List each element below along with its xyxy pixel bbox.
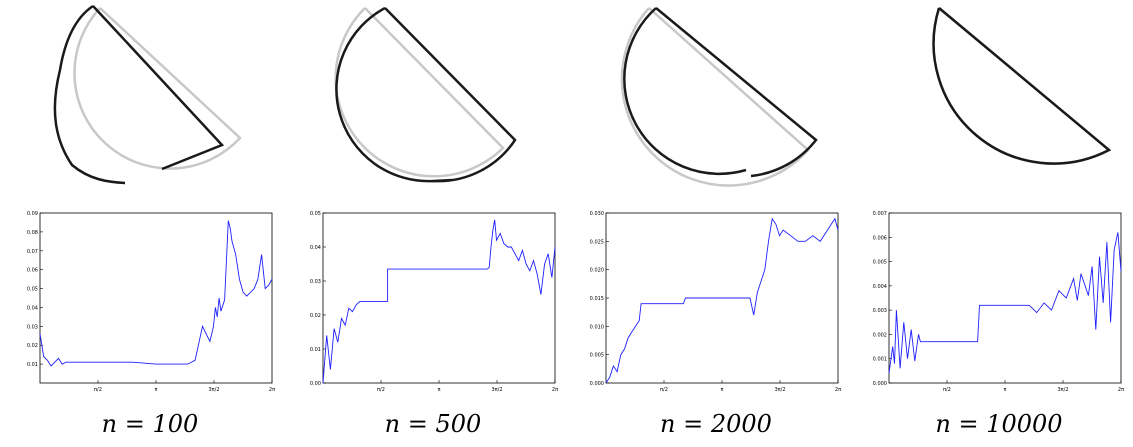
series-line <box>322 219 556 384</box>
chart-n10000: 0.000 0.001 0.002 0.003 0.004 0.005 0.006 0.007… <box>873 211 1124 393</box>
x-tick-label: π <box>720 387 723 393</box>
x-tick-label: 2π <box>1118 387 1124 393</box>
y-tick-label: 0.007 <box>873 211 887 217</box>
panel-n10000: 0.000 0.001 0.002 0.003 0.004 0.005 0.006 0.007… <box>869 0 1129 447</box>
y-tick-label: 0.01 <box>27 362 38 368</box>
y-tick-label: 0.030 <box>590 211 604 217</box>
y-tick-label: 0.04 <box>310 245 321 251</box>
x-tick-label: 3π/2 <box>491 387 502 393</box>
x-tick-label: 3π/2 <box>774 387 785 393</box>
y-tick-label: 0.04 <box>27 305 38 311</box>
chart-n2000: 0.000 0.005 0.010 0.015 0.020 0.025 0.030 π/2 π 3… <box>590 211 841 393</box>
y-tick-label: 0.010 <box>590 324 604 330</box>
panel-n100: 0.01 0.02 0.03 0.04 0.05 0.06 0.07 0.08 0.09 π/2 π… <box>20 0 280 447</box>
y-tick-label: 0.05 <box>27 287 38 293</box>
y-tick-label: 0.02 <box>310 313 321 319</box>
panel-n500: 0.00 0.01 0.02 0.03 0.04 0.05 π/2 π 3π/2 2π n = 5… <box>303 0 563 447</box>
x-tick-label: π <box>154 387 157 393</box>
y-tick-label: 0.004 <box>873 284 887 290</box>
caption-n10000: n = 10000 <box>935 410 1063 438</box>
y-tick-label: 0.07 <box>27 249 38 255</box>
x-tick-label: 2π <box>552 387 558 393</box>
y-tick-label: 0.005 <box>590 353 604 359</box>
y-tick-label: 0.015 <box>590 296 604 302</box>
caption-n2000: n = 2000 <box>660 410 772 438</box>
y-tick-label: 0.08 <box>27 230 38 236</box>
y-tick-label: 0.020 <box>590 268 604 274</box>
y-tick-label: 0.05 <box>310 211 321 217</box>
x-tick-label: 2π <box>269 387 275 393</box>
y-tick-label: 0.005 <box>873 260 887 266</box>
x-tick-label: π/2 <box>377 387 385 393</box>
caption-n100: n = 100 <box>101 410 199 438</box>
chart-n500: 0.00 0.01 0.02 0.03 0.04 0.05 π/2 π 3π/2 2π <box>310 211 558 393</box>
y-tick-label: 0.03 <box>310 279 321 285</box>
y-tick-label: 0.003 <box>873 308 887 314</box>
x-tick-label: π/2 <box>94 387 102 393</box>
y-tick-label: 0.002 <box>873 332 887 338</box>
x-tick-label: 2π <box>835 387 841 393</box>
y-tick-label: 0.001 <box>873 357 887 363</box>
semicircle-approximation-n100-icon <box>53 4 242 185</box>
y-tick-label: 0.02 <box>27 343 38 349</box>
x-tick-label: π <box>437 387 440 393</box>
semicircle-approximation-n500-icon <box>334 6 517 183</box>
y-tick-label: 0.006 <box>873 235 887 241</box>
x-tick-label: π <box>1003 387 1006 393</box>
series-line <box>888 232 1122 374</box>
series-line <box>39 220 273 367</box>
y-tick-label: 0.000 <box>590 381 604 387</box>
panel-n2000: 0.000 0.005 0.010 0.015 0.020 0.025 0.030 π/2 π 3… <box>586 0 846 447</box>
y-tick-label: 0.01 <box>310 347 321 353</box>
y-tick-label: 0.00 <box>310 381 321 387</box>
caption-n500: n = 500 <box>384 410 482 438</box>
y-tick-label: 0.06 <box>27 268 38 274</box>
semicircle-approximation-n10000-icon <box>932 7 1112 165</box>
x-tick-label: π/2 <box>660 387 668 393</box>
y-tick-label: 0.000 <box>873 381 887 387</box>
series-line <box>605 217 839 384</box>
y-tick-label: 0.025 <box>590 239 604 245</box>
plot-frame <box>888 212 1122 384</box>
semicircle-approximation-n2000-icon <box>620 7 818 187</box>
plot-frame <box>39 212 273 384</box>
plot-frame <box>322 212 556 384</box>
x-tick-label: 3π/2 <box>1057 387 1068 393</box>
y-tick-label: 0.03 <box>27 324 38 330</box>
x-tick-label: π/2 <box>943 387 951 393</box>
x-tick-label: 3π/2 <box>208 387 219 393</box>
chart-n100: 0.01 0.02 0.03 0.04 0.05 0.06 0.07 0.08 0.09 π/2 π… <box>27 211 275 393</box>
y-tick-label: 0.09 <box>27 211 38 217</box>
